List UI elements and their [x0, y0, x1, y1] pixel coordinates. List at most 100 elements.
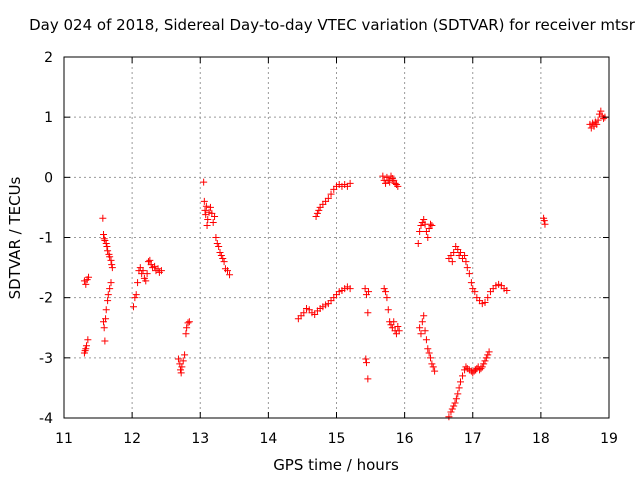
data-point: [451, 399, 459, 407]
data-point: [82, 345, 90, 353]
data-point: [313, 209, 321, 217]
data-point: [600, 114, 608, 122]
data-point: [220, 258, 228, 266]
data-point: [484, 351, 492, 359]
data-point: [456, 378, 464, 386]
y-tick-label: 2: [44, 50, 53, 66]
data-point: [134, 279, 142, 287]
ticks: [63, 56, 610, 419]
series-seg-k: [540, 214, 549, 228]
data-point: [482, 354, 490, 362]
data-point: [185, 318, 193, 326]
data-point: [108, 261, 116, 269]
data-point: [201, 206, 209, 214]
series-seg-f-high: [312, 179, 354, 220]
series-seg-a-low: [80, 336, 92, 357]
data-point: [480, 360, 488, 368]
data-point: [597, 107, 605, 115]
data-point: [219, 255, 227, 263]
series-seg-f-low: [294, 283, 354, 323]
data-point: [300, 309, 308, 317]
data-point: [178, 363, 186, 371]
data-point: [459, 372, 467, 380]
series-seg-e: [200, 178, 234, 279]
data-point: [593, 120, 601, 128]
y-tick-label: -1: [39, 231, 53, 247]
y-tick-label: -3: [39, 351, 53, 367]
data-point: [416, 324, 424, 332]
data-point: [503, 286, 511, 294]
series-seg-c: [129, 256, 165, 311]
data-point: [462, 258, 470, 266]
data-points: [80, 107, 609, 421]
data-point: [107, 279, 115, 287]
data-point: [421, 327, 429, 335]
data-point: [416, 227, 424, 235]
data-point: [390, 318, 398, 326]
data-point: [365, 288, 373, 296]
series-seg-j-high: [445, 243, 511, 308]
data-point: [465, 270, 473, 278]
data-point: [454, 390, 462, 398]
data-point: [183, 324, 191, 332]
data-point: [414, 240, 422, 248]
data-point: [102, 240, 110, 248]
data-point: [594, 116, 602, 124]
data-point: [315, 206, 323, 214]
data-point: [100, 235, 108, 243]
data-point: [101, 237, 109, 245]
data-point: [462, 363, 470, 371]
data-point: [420, 312, 428, 320]
x-tick-label: 13: [191, 431, 209, 447]
series-seg-a-high: [80, 273, 93, 288]
data-point: [184, 319, 192, 327]
data-point: [81, 347, 89, 355]
x-tick-labels: 11 12 13 14 15 16 17 18 19: [55, 431, 618, 447]
y-axis-label: SDTVAR / TECUs: [6, 176, 24, 299]
data-point: [174, 355, 182, 363]
data-point: [82, 280, 90, 288]
data-point: [213, 240, 221, 248]
data-point: [392, 181, 400, 189]
data-point: [217, 252, 225, 260]
data-point: [102, 306, 110, 314]
x-tick-label: 15: [328, 431, 346, 447]
data-point: [481, 298, 489, 306]
data-point: [179, 357, 187, 365]
data-point: [100, 324, 108, 332]
data-point: [450, 249, 458, 257]
data-point: [204, 215, 212, 223]
data-point: [467, 279, 475, 287]
data-point: [103, 243, 111, 251]
y-tick-label: 0: [44, 170, 53, 186]
data-point: [104, 297, 112, 305]
grid: [64, 57, 609, 418]
data-point: [384, 306, 392, 314]
data-point: [104, 247, 112, 255]
data-point: [427, 354, 435, 362]
data-point: [481, 357, 489, 365]
data-point: [107, 256, 115, 264]
data-point: [448, 258, 456, 266]
data-point: [478, 363, 486, 371]
series-seg-g-top: [361, 285, 373, 317]
data-point: [129, 303, 137, 311]
data-point: [380, 285, 388, 293]
data-point: [154, 265, 162, 273]
data-point: [139, 267, 147, 275]
data-point: [312, 212, 320, 220]
data-point: [461, 252, 469, 260]
data-point: [311, 311, 319, 319]
data-point: [100, 230, 108, 238]
data-point: [448, 405, 456, 413]
data-point: [452, 395, 460, 403]
data-point: [216, 249, 224, 257]
data-point: [450, 402, 458, 410]
series-seg-b-high: [99, 214, 116, 272]
data-point: [382, 288, 390, 296]
series-seg-i-low: [416, 312, 439, 375]
data-point: [143, 270, 151, 278]
data-point: [224, 267, 231, 275]
data-point: [484, 294, 492, 302]
data-point: [425, 349, 433, 357]
